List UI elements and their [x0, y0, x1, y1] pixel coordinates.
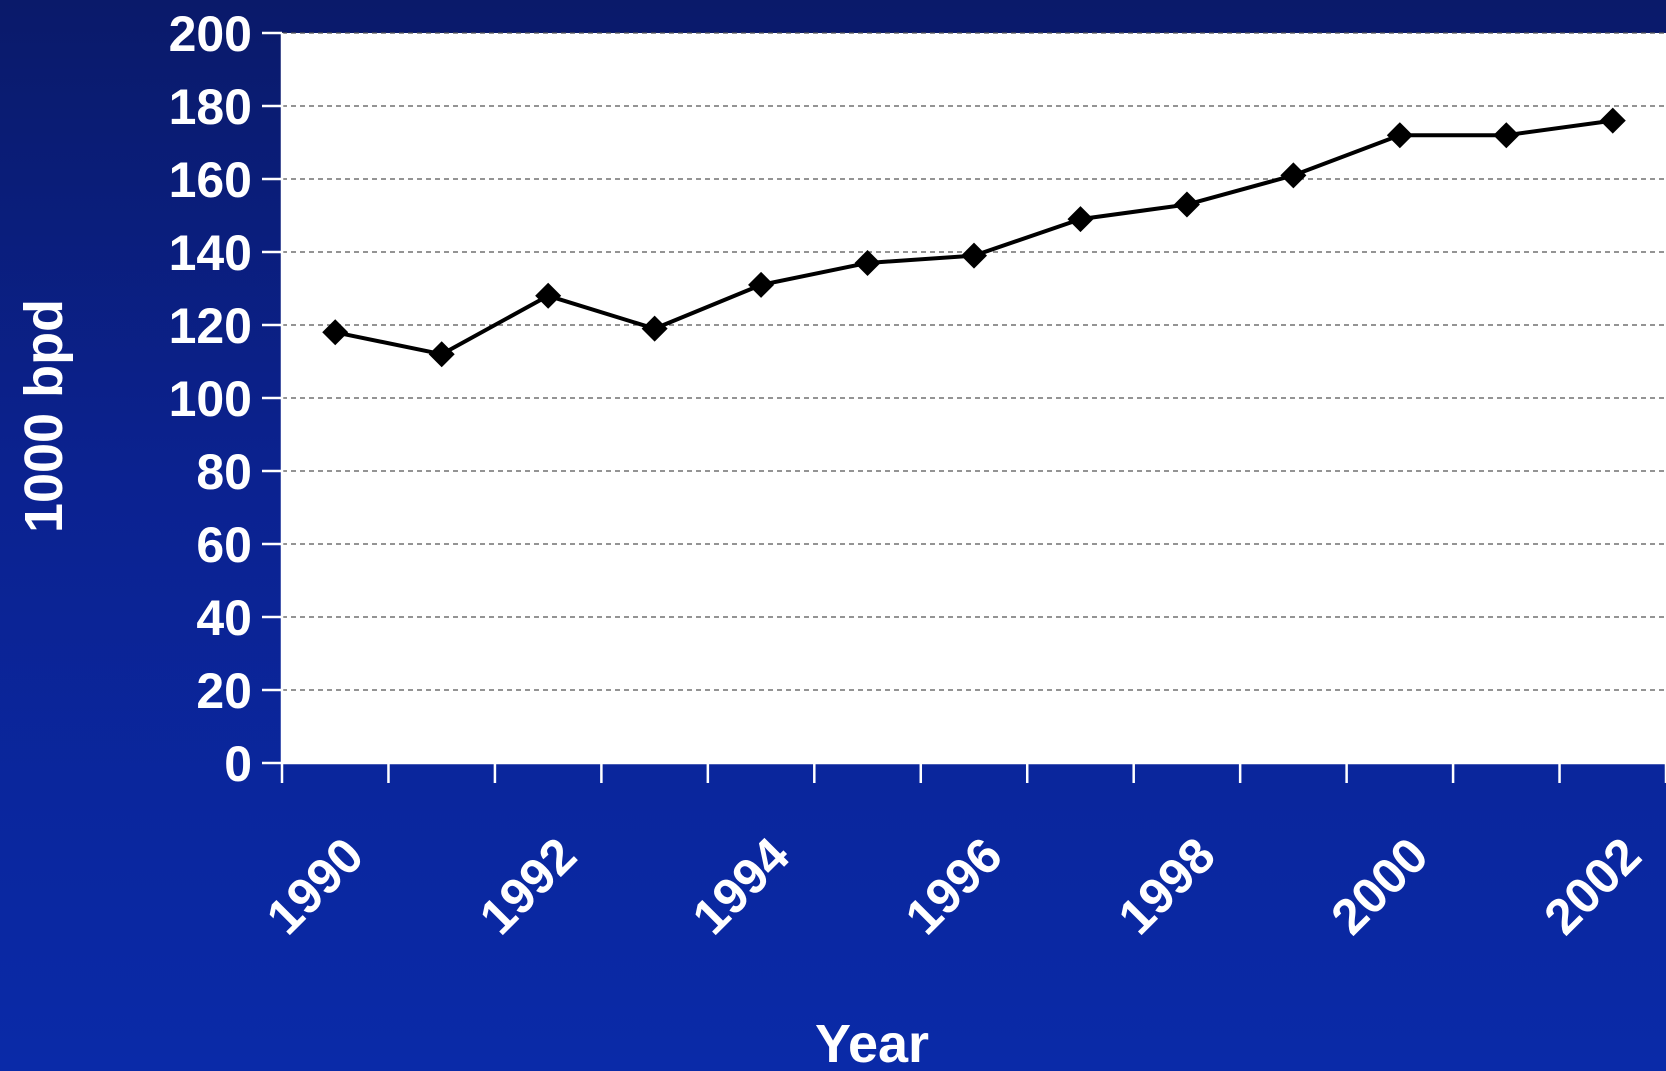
data-point: [748, 271, 775, 298]
y-tick-label: 20: [196, 663, 252, 719]
y-tick-label: 60: [196, 517, 252, 573]
y-axis-title: 1000 bpd: [14, 299, 74, 533]
x-axis-title: Year: [815, 1014, 929, 1071]
data-point: [1599, 107, 1626, 134]
data-point: [535, 282, 562, 309]
x-tick-label: 2000: [1320, 827, 1438, 945]
grid-lines: [282, 32, 1666, 691]
x-tick-label: 2002: [1533, 827, 1651, 945]
x-tick-label: 1998: [1108, 827, 1226, 945]
y-tick-label: 0: [224, 736, 252, 792]
series-group: [322, 107, 1626, 368]
data-point: [961, 242, 987, 269]
data-point: [1493, 122, 1520, 149]
data-point: [1386, 122, 1413, 149]
data-point: [641, 315, 668, 342]
y-tick-label: 180: [169, 79, 252, 135]
y-tick-label: 140: [169, 225, 252, 281]
x-tick-label: 1992: [469, 827, 587, 945]
x-tick-label: 1996: [895, 827, 1013, 945]
axes: [262, 31, 1666, 783]
y-tick-label: 40: [196, 590, 252, 646]
data-point: [428, 341, 455, 368]
data-point: [322, 319, 349, 346]
data-point: [1067, 206, 1094, 233]
x-tick-labels: 1990 1992 1994 1996 1998 2000 2002: [256, 827, 1652, 945]
y-tick-label: 120: [169, 298, 252, 354]
x-tick-label: 1990: [256, 827, 374, 945]
y-tick-label: 80: [196, 444, 252, 500]
y-tick-label: 200: [169, 6, 252, 62]
y-tick-label: 160: [169, 152, 252, 208]
y-tick-label: 100: [169, 371, 252, 427]
x-tick-label: 1994: [682, 827, 800, 945]
data-point: [854, 249, 881, 276]
data-point: [1173, 191, 1200, 218]
y-tick-labels: 0 20 40 60 80 100 120 140 160 180 200: [169, 6, 252, 792]
data-point: [1280, 162, 1307, 189]
